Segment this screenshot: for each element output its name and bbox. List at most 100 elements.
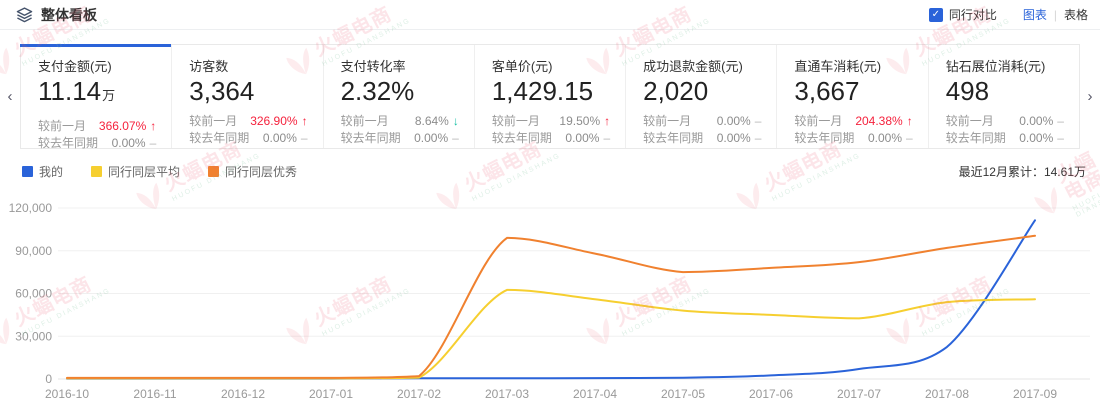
compare-prev-month-row: 较前一月 0.00% – <box>643 113 761 130</box>
x-axis-label: 2016-11 <box>133 387 176 401</box>
trend-up-icon: ↑ <box>906 114 913 128</box>
x-axis-label: 2017-01 <box>309 387 353 401</box>
cards-prev-button[interactable]: ‹ <box>7 88 13 105</box>
x-axis-label: 2017-07 <box>837 387 881 401</box>
kpi-cards: 支付金额(元) 11.14万 较前一月 366.07% ↑ 较去年同期 0.00% – 访客数 3… <box>19 44 1080 150</box>
kpi-card-value: 2.32% <box>341 76 474 106</box>
compare-value: 0.00% <box>111 136 146 150</box>
kpi-card-label: 支付转化率 <box>340 59 406 74</box>
compare-label: 较前一月 <box>340 114 389 128</box>
trend-flat-icon: – <box>1057 114 1064 128</box>
legend-label: 我的 <box>39 164 64 179</box>
trend-flat-icon: – <box>300 131 308 145</box>
legend-item-mine[interactable]: 我的 <box>22 163 63 180</box>
legend-label: 同行同层平均 <box>108 164 181 179</box>
compare-label: 较前一月 <box>38 119 87 133</box>
compare-value: 0.00% <box>414 131 449 145</box>
compare-value: 0.00% <box>716 114 751 128</box>
kpi-card-label: 钻石展位消耗(元) <box>945 59 1046 74</box>
series-line-peer-excellent <box>66 234 1036 379</box>
kpi-card[interactable]: 直通车消耗(元) 3,667 较前一月 204.38% ↑ 较去年同期 0.00% – <box>777 45 929 148</box>
legend-item-peer-average[interactable]: 同行同层平均 <box>91 163 180 180</box>
kpi-value-number: 3,364 <box>189 76 255 106</box>
kpi-card[interactable]: 成功退款金额(元) 2,020 较前一月 0.00% – 较去年同期 0.00% – <box>626 45 778 148</box>
y-axis-label: 90,000 <box>15 244 52 258</box>
table-view-link[interactable]: 表格 <box>1063 8 1088 22</box>
kpi-card[interactable]: 客单价(元) 1,429.15 较前一月 19.50% ↑ 较去年同期 0.00% – <box>474 45 627 148</box>
trend-up-icon: ↑ <box>604 114 611 128</box>
compare-label: 较去年同期 <box>643 131 704 145</box>
compare-last-year-row: 较去年同期 0.00% – <box>643 130 761 147</box>
trend-flat-icon: – <box>754 114 762 128</box>
compare-label: 较前一月 <box>794 114 843 128</box>
compare-value: 326.90% <box>250 114 298 128</box>
legend-swatch-icon <box>22 165 33 177</box>
kpi-card[interactable]: 支付金额(元) 11.14万 较前一月 366.07% ↑ 较去年同期 0.00% – <box>19 44 173 150</box>
compare-label: 较去年同期 <box>491 131 552 145</box>
compare-label: 较去年同期 <box>794 131 855 145</box>
peer-compare-checkbox[interactable]: ✓ <box>928 7 943 22</box>
x-axis-label: 2016-12 <box>221 387 265 401</box>
kpi-value-unit: 万 <box>102 88 116 103</box>
legend-label: 同行同层优秀 <box>225 164 298 179</box>
chart-legend-row: 我的 同行同层平均 同行同层优秀 最近12月累计：14.61万 <box>0 162 1100 180</box>
compare-prev-month-row: 较前一月 326.90% ↑ <box>189 113 307 130</box>
compare-value: 204.38% <box>855 114 903 128</box>
kpi-card-value: 3,667 <box>794 76 927 106</box>
y-axis-label: 0 <box>45 372 52 386</box>
cards-next-button[interactable]: › <box>1087 88 1093 105</box>
x-axis-label: 2017-08 <box>925 387 969 401</box>
view-link-divider: | <box>1053 7 1057 22</box>
x-axis-label: 2017-02 <box>397 387 441 401</box>
y-axis-label: 60,000 <box>15 287 52 301</box>
x-axis-label: 2017-05 <box>661 387 705 401</box>
compare-label: 较前一月 <box>491 114 540 128</box>
trend-flat-icon: – <box>1057 131 1064 145</box>
trend-flat-icon: – <box>452 131 459 145</box>
compare-last-year-row: 较去年同期 0.00% – <box>189 130 307 147</box>
compare-label: 较去年同期 <box>340 131 401 145</box>
kpi-value-number: 498 <box>945 76 990 106</box>
page-title: 整体看板 <box>41 6 97 23</box>
trend-down-icon: ↓ <box>452 114 459 128</box>
x-axis-label: 2017-03 <box>485 387 529 401</box>
kpi-card-label: 成功退款金额(元) <box>643 59 743 74</box>
compare-value: 0.00% <box>716 131 751 145</box>
peer-compare-label[interactable]: 同行对比 <box>948 8 997 22</box>
layers-icon <box>16 7 33 23</box>
kpi-value-number: 11.14 <box>38 76 102 106</box>
kpi-card-value: 498 <box>946 76 1079 106</box>
trend-flat-icon: – <box>906 131 913 145</box>
x-axis-label: 2017-04 <box>573 387 617 401</box>
compare-value: 0.00% <box>565 131 600 145</box>
legend-item-peer-excellent[interactable]: 同行同层优秀 <box>208 163 297 180</box>
page-header: 整体看板 ✓ 同行对比 图表 | 表格 <box>0 0 1100 30</box>
y-axis-label: 120,000 <box>9 201 53 215</box>
kpi-card[interactable]: 支付转化率 2.32% 较前一月 8.64% ↓ 较去年同期 0.00% – <box>323 45 475 148</box>
y-axis-label: 30,000 <box>15 329 52 343</box>
kpi-card-value: 3,364 <box>189 76 322 106</box>
compare-label: 较去年同期 <box>38 136 99 150</box>
compare-value: 0.00% <box>1019 131 1054 145</box>
x-axis-label: 2016-10 <box>45 387 89 401</box>
trend-up-icon: ↑ <box>301 114 308 128</box>
trend-chart-area[interactable]: 0 30,000 60,000 90,000 120,000 2016-10 2016-11… <box>0 182 1100 404</box>
compare-last-year-row: 较去年同期 0.00% – <box>794 130 912 147</box>
kpi-card[interactable]: 钻石展位消耗(元) 498 较前一月 0.00% – 较去年同期 0.00% – <box>928 45 1079 148</box>
kpi-card-value: 11.14万 <box>38 76 171 111</box>
twelve-month-total: 最近12月累计：14.61万 <box>958 164 1086 179</box>
kpi-card-value: 1,429.15 <box>492 76 625 106</box>
kpi-card[interactable]: 访客数 3,364 较前一月 326.90% ↑ 较去年同期 0.00% – <box>172 45 324 148</box>
kpi-card-label: 访客数 <box>189 59 229 74</box>
chart-view-link[interactable]: 图表 <box>1022 8 1047 22</box>
trend-chart[interactable]: 0 30,000 60,000 90,000 120,000 2016-10 2016-11… <box>0 182 1100 404</box>
compare-prev-month-row: 较前一月 8.64% ↓ <box>341 113 459 130</box>
trend-flat-icon: – <box>754 131 762 145</box>
compare-value: 0.00% <box>262 131 297 145</box>
kpi-value-number: 2,020 <box>643 76 709 106</box>
compare-value: 19.50% <box>559 114 601 128</box>
trend-flat-icon: – <box>603 131 611 145</box>
compare-label: 较前一月 <box>189 114 238 128</box>
compare-last-year-row: 较去年同期 0.00% – <box>38 135 156 152</box>
trend-flat-icon: – <box>149 136 157 150</box>
